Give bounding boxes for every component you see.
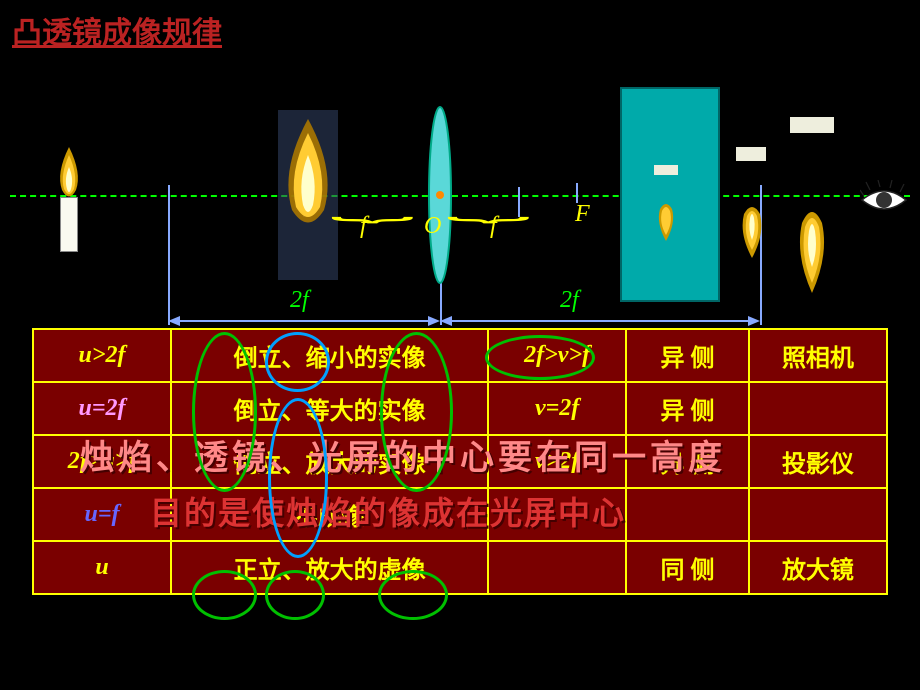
label-2f-right: 2f (560, 287, 579, 314)
cell-u: u>2f (33, 329, 171, 382)
page-title: 凸透镜成像规律 (12, 8, 222, 52)
table-row: u=2f倒立、等大的实像v=2f异 侧 (33, 382, 887, 435)
cell-side: 异 侧 (626, 382, 749, 435)
cell-v: 2f>v>f (488, 329, 626, 382)
cell-side: 同 侧 (626, 541, 749, 594)
arrow-2f-left (168, 313, 440, 329)
cell-image: 倒立、缩小的实像 (171, 329, 488, 382)
cell-image: 倒立、等大的实像 (171, 382, 488, 435)
cell-application (749, 382, 887, 435)
cell-v: v=2f (488, 382, 626, 435)
cell-application: 放大镜 (749, 541, 887, 594)
arrow-2f-right (440, 313, 760, 329)
cell-v (488, 541, 626, 594)
label-F: F (575, 201, 590, 228)
candle-object (60, 197, 78, 252)
optics-diagram: O f f F ⏟ ⏟ 2f 2f (0, 75, 920, 325)
tick-2f-left (168, 185, 170, 325)
stand-2 (790, 117, 834, 133)
stand-1 (736, 147, 766, 161)
overlay-note-2: 目的是使烛焰的像成在光屏中心 (150, 488, 850, 534)
stand-screen (654, 165, 678, 175)
label-2f-left: 2f (290, 287, 309, 314)
tick-F (576, 183, 578, 203)
lens-center-dot (436, 191, 444, 199)
brace-f-left: ⏟ (330, 191, 414, 223)
overlay-note-1: 烛焰、透镜、光屏的中心要在同一高度 (80, 430, 880, 479)
flame-image-2 (790, 195, 834, 295)
flame-on-screen (652, 195, 680, 243)
cell-u: u (33, 541, 171, 594)
flame-object (50, 145, 88, 205)
table-row: u>2f倒立、缩小的实像2f>v>f异 侧照相机 (33, 329, 887, 382)
cell-image: 正立、放大的虚像 (171, 541, 488, 594)
label-O: O (424, 213, 441, 240)
brace-f-right: ⏟ (446, 191, 530, 223)
table-row: u正立、放大的虚像 同 侧放大镜 (33, 541, 887, 594)
eye-icon (860, 180, 908, 220)
cell-side: 异 侧 (626, 329, 749, 382)
flame-image-1 (735, 195, 769, 260)
cell-u: u=2f (33, 382, 171, 435)
cell-application: 照相机 (749, 329, 887, 382)
